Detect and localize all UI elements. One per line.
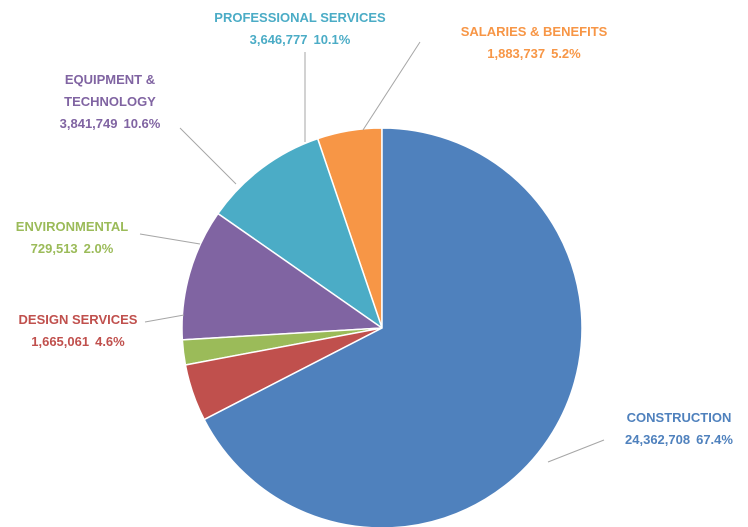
value-row: 729,513 2.0% xyxy=(16,238,128,260)
value-label: 24,362,708 xyxy=(625,432,691,447)
percent-label: 5.2% xyxy=(551,46,581,61)
percent-label: 4.6% xyxy=(95,334,125,349)
leader-line xyxy=(139,233,201,245)
percent-label: 2.0% xyxy=(83,241,114,256)
data-label: PROFESSIONAL SERVICES 3,646,777 10.1% xyxy=(214,7,385,51)
data-label: SALARIES & BENEFITS 1,883,737 5.2% xyxy=(461,21,608,65)
leader-line xyxy=(362,41,421,131)
value-label: 1,665,061 xyxy=(31,334,90,349)
value-row: 24,362,708 67.4% xyxy=(625,429,733,451)
category-label: DESIGN SERVICES xyxy=(18,312,138,327)
pie-slice xyxy=(203,127,583,527)
data-label: EQUIPMENT & TECHNOLOGY 3,841,749 10.6% xyxy=(40,69,180,135)
category-label: CONSTRUCTION xyxy=(626,410,732,425)
leader-line xyxy=(547,439,605,463)
category-label: ENVIRONMENTAL xyxy=(15,219,129,234)
pie-slice xyxy=(216,137,384,330)
value-row: 3,841,749 10.6% xyxy=(40,113,180,135)
value-row: 1,883,737 5.2% xyxy=(461,43,608,65)
value-label: 729,513 xyxy=(30,241,78,256)
percent-label: 10.6% xyxy=(123,116,161,131)
category-label: PROFESSIONAL SERVICES xyxy=(214,10,386,25)
leader-line xyxy=(179,127,237,185)
percent-label: 67.4% xyxy=(696,432,733,447)
category-label: EQUIPMENT & TECHNOLOGY xyxy=(64,72,156,109)
percent-label: 10.1% xyxy=(313,32,351,47)
leader-line xyxy=(144,314,185,323)
value-row: 1,665,061 4.6% xyxy=(19,331,138,353)
value-label: 3,841,749 xyxy=(59,116,118,131)
category-label: SALARIES & BENEFITS xyxy=(460,24,608,39)
data-label: ENVIRONMENTAL 729,513 2.0% xyxy=(16,216,128,260)
data-label: DESIGN SERVICES 1,665,061 4.6% xyxy=(19,309,138,353)
pie-slice xyxy=(181,212,385,341)
value-label: 1,883,737 xyxy=(487,46,546,61)
data-label: CONSTRUCTION 24,362,708 67.4% xyxy=(625,407,733,451)
value-row: 3,646,777 10.1% xyxy=(214,29,385,51)
value-label: 3,646,777 xyxy=(249,32,308,47)
